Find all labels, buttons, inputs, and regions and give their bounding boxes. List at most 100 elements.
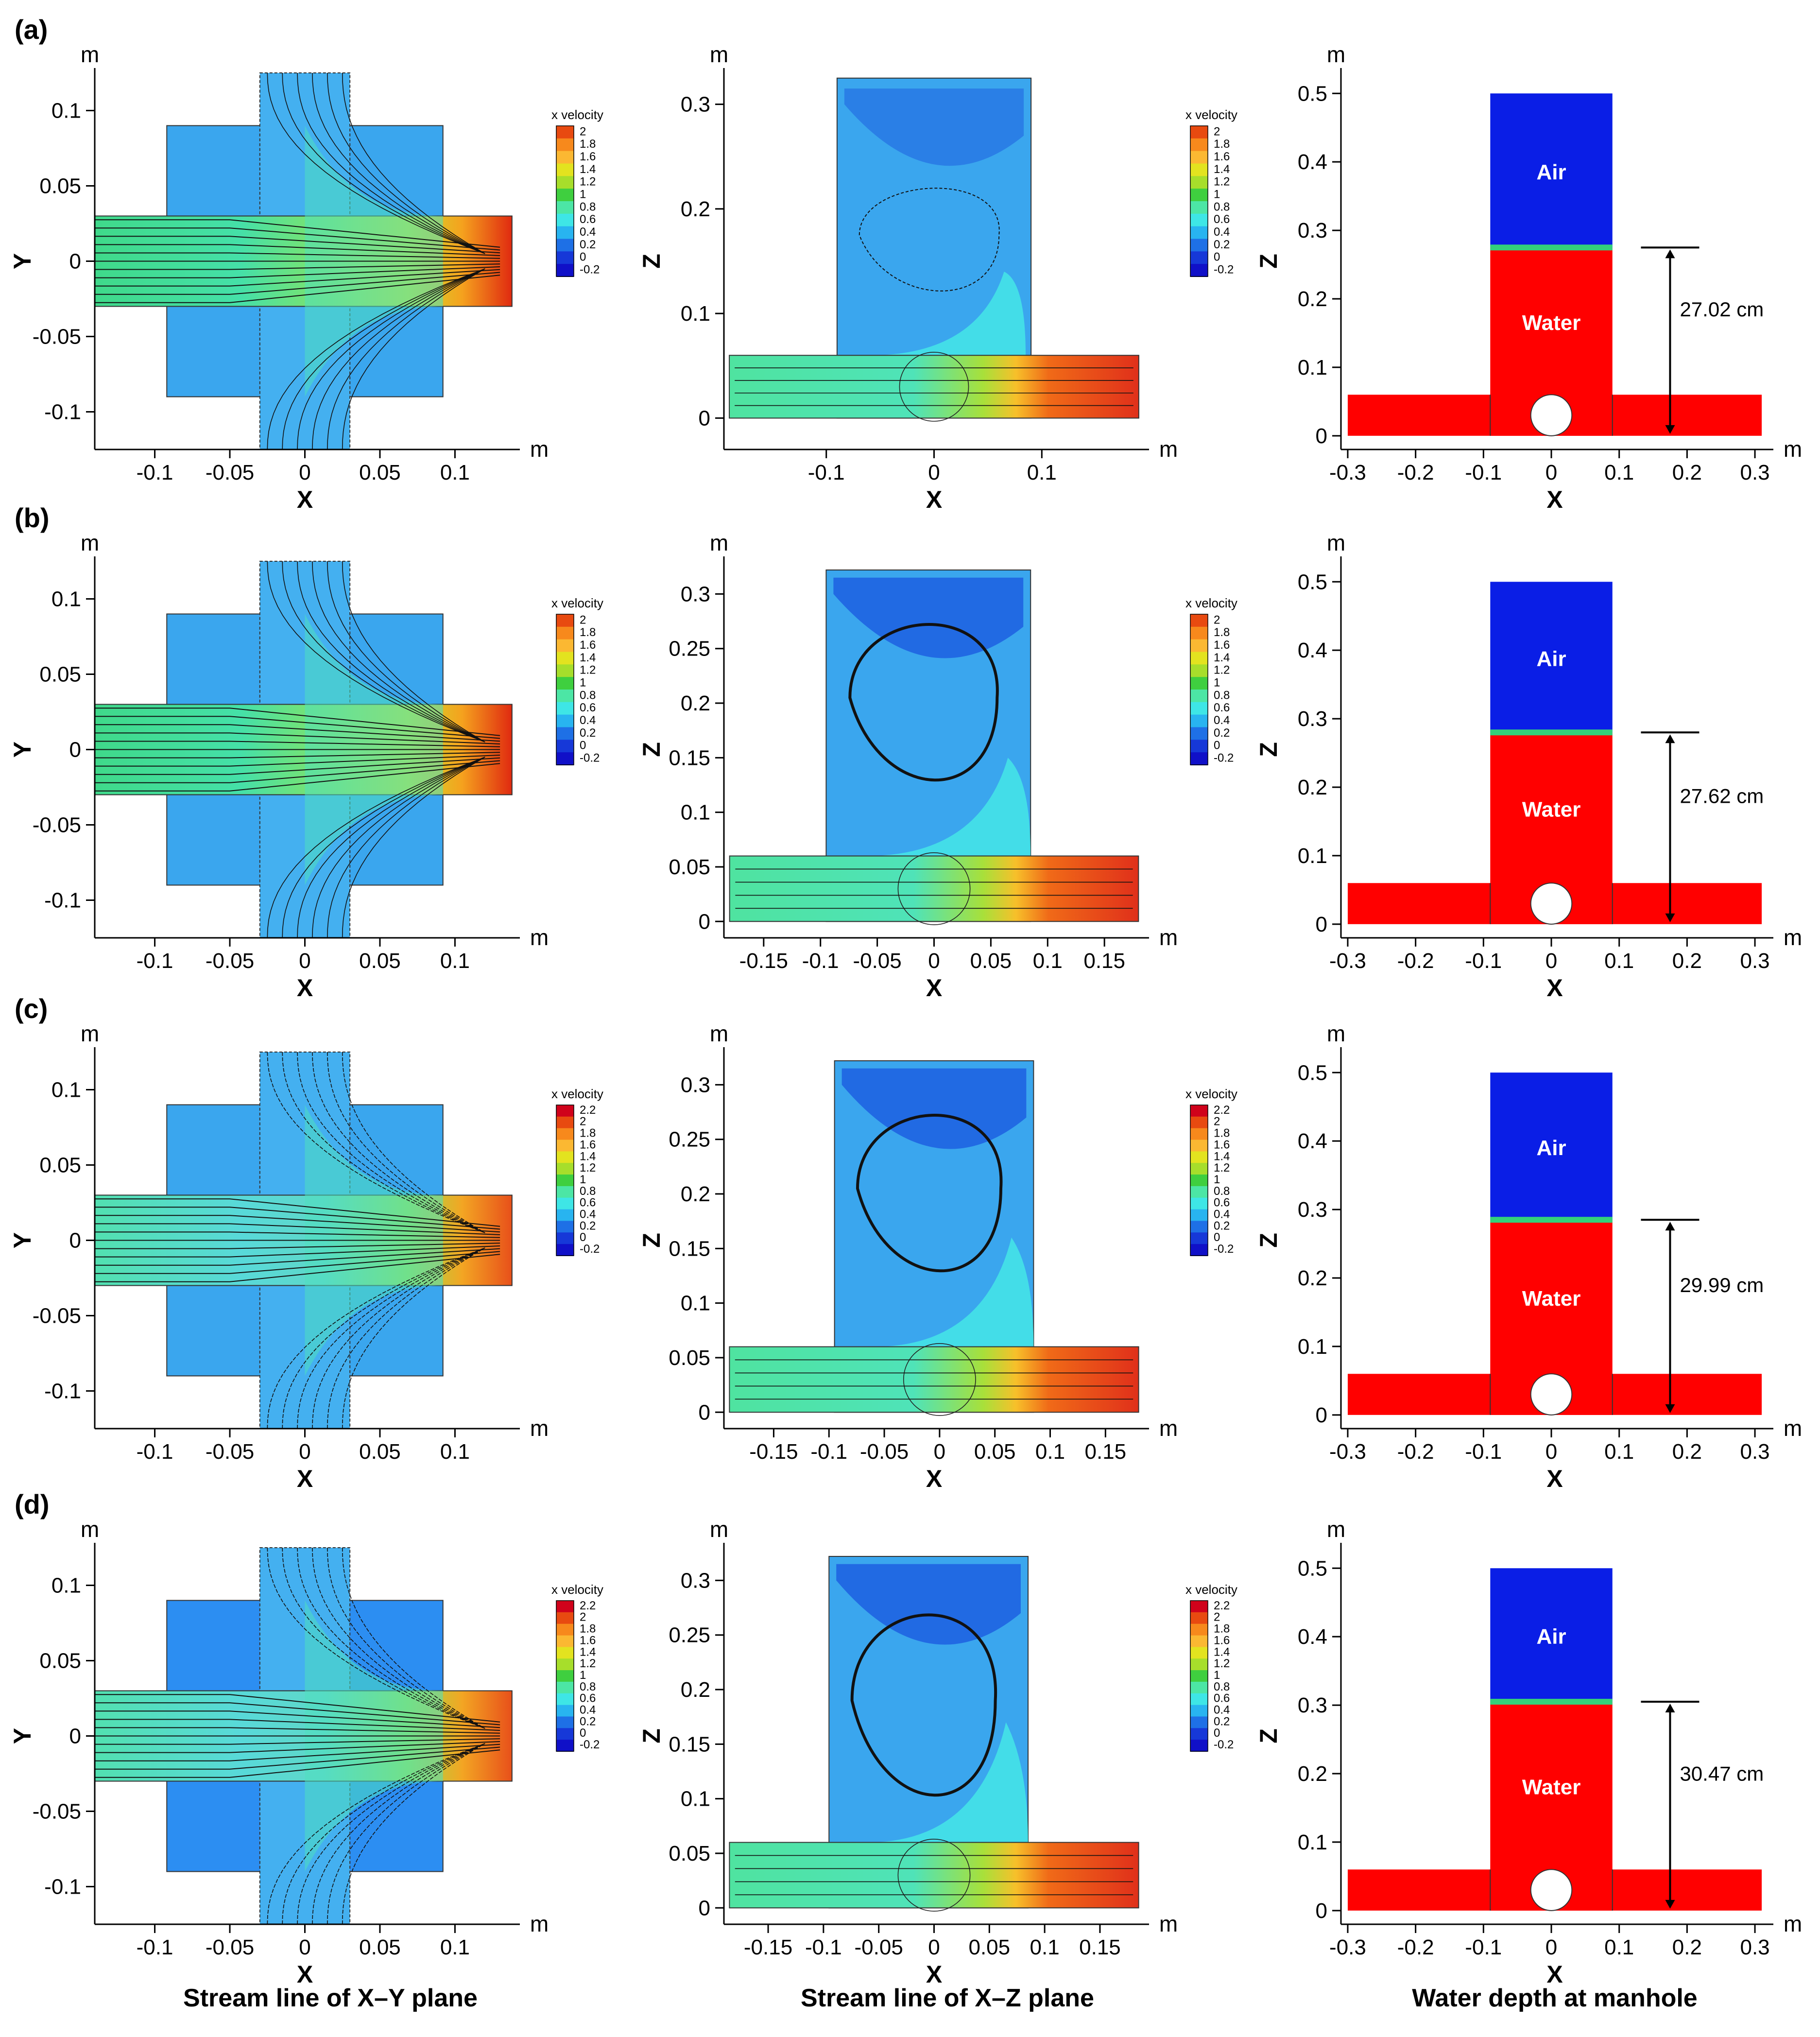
b-xy-streamline bbox=[95, 716, 500, 739]
a-xy-legend-level: 1 bbox=[580, 188, 586, 201]
c-xy-streamline bbox=[342, 1247, 485, 1429]
b-depth-xtick-label: 0.2 bbox=[1672, 949, 1702, 973]
b-xy-legend-swatch bbox=[556, 727, 574, 741]
d-xy-x-unit: m bbox=[530, 1911, 549, 1936]
d-xz-legend-level: 0.4 bbox=[1214, 1704, 1230, 1717]
a-xy-y-axis-label: Y bbox=[9, 253, 36, 269]
d-xz-y-unit: m bbox=[710, 1517, 728, 1542]
a-xy-x-axis-label: X bbox=[297, 486, 313, 513]
b-xy-legend-level: 1.2 bbox=[580, 664, 596, 677]
b-xz-legend-swatch bbox=[1190, 614, 1208, 627]
d-xz-low-velocity-zone bbox=[836, 1564, 1021, 1645]
a-depth-ytick-label: 0.5 bbox=[1298, 82, 1327, 105]
b-depth-x-axis-label: X bbox=[1546, 974, 1562, 1001]
c-xz-legend-level: -0.2 bbox=[1214, 1243, 1234, 1256]
b-xy-streamline bbox=[342, 561, 485, 742]
c-xz-legend-swatch bbox=[1190, 1244, 1208, 1256]
c-xy-streamline bbox=[95, 1251, 500, 1274]
a-depth-ytick-label: 0.3 bbox=[1298, 219, 1327, 242]
a-xy-ytick-label: -0.05 bbox=[33, 325, 81, 349]
d-xy-streamline bbox=[297, 1743, 485, 1925]
d-xz-ytick-label: 0.25 bbox=[669, 1623, 710, 1647]
d-depth-xtick-label: 0.2 bbox=[1672, 1935, 1702, 1959]
d-xy-streamline bbox=[267, 1743, 485, 1925]
d-xz-ytick-label: 0.15 bbox=[669, 1732, 710, 1756]
c-xz-legend-level: 1.6 bbox=[1214, 1138, 1230, 1151]
row-label-c: (c) bbox=[15, 993, 48, 1024]
b-xy-legend-level: 2 bbox=[580, 613, 586, 626]
c-xy-legend-level: 1.4 bbox=[580, 1150, 596, 1163]
b-xy-legend-swatch bbox=[556, 752, 574, 765]
d-xy-streamline bbox=[95, 1749, 500, 1778]
b-xz-legend-swatch bbox=[1190, 652, 1208, 665]
c-xz-legend-swatch bbox=[1190, 1221, 1208, 1233]
c-xy-legend-swatch bbox=[556, 1174, 574, 1187]
c-xy-streamline bbox=[95, 1223, 500, 1235]
b-xy-x-unit: m bbox=[530, 925, 549, 950]
c-xz-legend-swatch bbox=[1190, 1105, 1208, 1117]
b-depth-ytick-label: 0.3 bbox=[1298, 707, 1327, 731]
b-xy-legend-level: 1 bbox=[580, 676, 586, 690]
c-xz-legend-swatch bbox=[1190, 1151, 1208, 1164]
b-xy-y-axis-label: Y bbox=[9, 742, 36, 758]
a-xz-legend-swatch bbox=[1190, 189, 1208, 202]
c-xz-legend-level: 1.2 bbox=[1214, 1161, 1230, 1174]
c-xy-xtick-label: -0.1 bbox=[137, 1440, 173, 1464]
c-xy-legend-swatch bbox=[556, 1116, 574, 1129]
b-xy-legend-title: x velocity bbox=[551, 596, 603, 610]
d-xy-legend-level: 0.6 bbox=[580, 1692, 596, 1705]
a-depth-y-unit: m bbox=[1327, 42, 1345, 67]
c-xz-xtick-label: 0.1 bbox=[1035, 1440, 1065, 1464]
b-xz-xtick-label: 0.1 bbox=[1033, 949, 1063, 973]
b-xy-legend-swatch bbox=[556, 714, 574, 728]
c-depth-lateral-inlet bbox=[1530, 1373, 1573, 1416]
b-xy-legend-level: 0.8 bbox=[580, 689, 596, 702]
d-xz-xtick-label: -0.1 bbox=[805, 1935, 842, 1959]
footer-xy-caption: Stream line of X–Y plane bbox=[183, 1984, 478, 2012]
a-xy-legend-level: 0.6 bbox=[580, 213, 596, 226]
c-depth-ytick-label: 0.5 bbox=[1298, 1061, 1327, 1085]
d-xy-streamline bbox=[282, 1743, 485, 1925]
a-xz-legend-level: -0.2 bbox=[1214, 263, 1234, 276]
b-xz-xtick-label: 0.15 bbox=[1083, 949, 1125, 973]
a-xy-legend-frame bbox=[556, 125, 574, 277]
d-xz-legend-level: 1.2 bbox=[1214, 1657, 1230, 1670]
b-xy-ytick-label: 0 bbox=[69, 738, 81, 762]
a-xz-legend-swatch bbox=[1190, 201, 1208, 214]
d-depth-arrow-head-bottom bbox=[1665, 1899, 1675, 1909]
a-depth-ytick-label: 0.2 bbox=[1298, 287, 1327, 311]
c-xz-ytick-label: 0.1 bbox=[681, 1292, 710, 1315]
d-depth-xtick-label: -0.3 bbox=[1329, 1935, 1366, 1959]
b-depth-xtick-label: 0.1 bbox=[1604, 949, 1634, 973]
c-xy-legend-title: x velocity bbox=[551, 1087, 603, 1101]
d-xz-legend-swatch bbox=[1190, 1601, 1208, 1613]
a-depth-lateral-inlet bbox=[1530, 394, 1573, 436]
d-xy-streamline bbox=[342, 1743, 485, 1925]
d-xy-streamline bbox=[327, 1743, 485, 1925]
b-xy-legend-swatch bbox=[556, 652, 574, 665]
c-xz-legend-swatch bbox=[1190, 1209, 1208, 1222]
d-xy-panel: -0.1 -0.05 0 0.05 0.1 0.1 0.05 0 -0.05 -0.1 m m X Yx … bbox=[9, 1517, 603, 1988]
c-xy-streamline bbox=[342, 1052, 485, 1233]
b-depth-depth-label: 27.62 cm bbox=[1680, 784, 1764, 807]
b-xz-xtick-label: -0.15 bbox=[739, 949, 788, 973]
a-xy-legend-swatch bbox=[556, 239, 574, 252]
c-xz-panel: -0.15 -0.1 -0.05 0 0.05 0.1 0.15 0.3 0.25 0.2 0.15… bbox=[638, 1021, 1237, 1492]
c-depth-interface bbox=[1490, 1217, 1613, 1223]
c-xz-y-unit: m bbox=[710, 1021, 728, 1046]
c-xz-xtick-label: 0 bbox=[934, 1440, 945, 1464]
d-xz-x-axis-label: X bbox=[926, 1961, 942, 1988]
a-xz-legend-swatch bbox=[1190, 126, 1208, 139]
a-xz-legend-swatch bbox=[1190, 151, 1208, 164]
d-xz-legend-level: 1.6 bbox=[1214, 1634, 1230, 1647]
a-xz-legend-swatch bbox=[1190, 226, 1208, 240]
c-xz-ytick-label: 0.3 bbox=[681, 1073, 710, 1097]
c-xy-streamline bbox=[95, 1198, 500, 1227]
b-xz-legend-swatch bbox=[1190, 714, 1208, 728]
c-depth-x-axis-label: X bbox=[1546, 1465, 1562, 1492]
d-xy-ytick-label: 0 bbox=[69, 1725, 81, 1748]
b-xy-legend-swatch bbox=[556, 614, 574, 627]
b-xy-ytick-label: -0.1 bbox=[44, 889, 81, 913]
